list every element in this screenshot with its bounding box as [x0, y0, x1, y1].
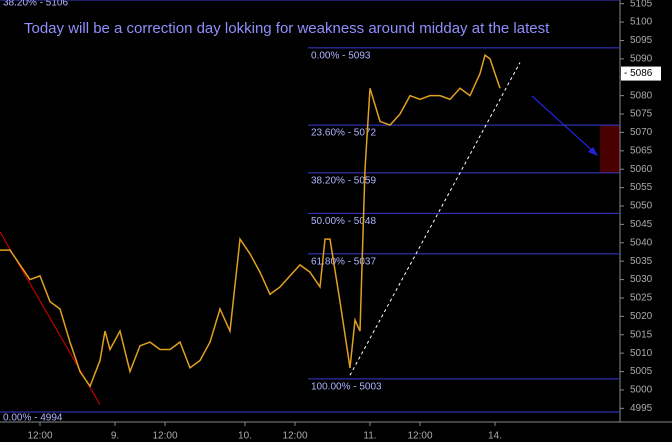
y-tick-label: 5045	[630, 219, 653, 230]
x-tick-label: 9.	[111, 431, 119, 442]
annotation: Today will be a correction day lokking f…	[24, 20, 550, 37]
y-tick-label: 5100	[630, 17, 653, 28]
target-zone	[600, 125, 620, 173]
y-tick-label: 5090	[630, 53, 653, 64]
x-tick-label: 14.	[488, 431, 502, 442]
y-tick-label: 5035	[630, 256, 653, 267]
y-tick-label: 5105	[630, 0, 653, 9]
y-tick-label: 5030	[630, 274, 653, 285]
y-tick-label: 5080	[630, 90, 653, 101]
x-tick-label: 11.	[363, 431, 376, 442]
fib-label: 0.00% - 5093	[311, 50, 371, 61]
y-tick-label: 5015	[630, 329, 653, 340]
y-tick-label: 5075	[630, 109, 653, 120]
last-price-label: - 5086	[624, 68, 653, 79]
fib-label: 61.80% - 5037	[311, 256, 376, 267]
fib-label: 0.00% - 4994	[3, 413, 63, 424]
y-tick-label: 5020	[630, 311, 653, 322]
trend-line	[349, 62, 521, 376]
last-price-box	[621, 66, 661, 81]
fib-label: 23.60% - 5072	[311, 128, 376, 139]
fib-label: 38.20% - 5106	[3, 0, 68, 9]
fib-label: 38.20% - 5059	[311, 176, 376, 187]
x-tick-label: 12:00	[407, 431, 432, 442]
y-tick-label: 5010	[630, 348, 653, 359]
y-tick-label: 5065	[630, 145, 653, 156]
fib-label: 50.00% - 5048	[311, 216, 376, 227]
x-tick-label: 10.	[238, 431, 252, 442]
y-tick-label: 5070	[630, 127, 653, 138]
x-tick-label: 12:00	[27, 431, 52, 442]
arrow-head	[588, 147, 598, 156]
y-tick-label: 4995	[630, 403, 653, 414]
y-tick-label: 5005	[630, 366, 653, 377]
fib-label: 100.00% - 5003	[311, 382, 382, 393]
y-tick-label: 5095	[630, 35, 653, 46]
y-tick-label: 5040	[630, 237, 653, 248]
y-tick-label: 5060	[630, 164, 653, 175]
y-tick-label: 5050	[630, 201, 653, 212]
x-tick-label: 12:00	[282, 431, 307, 442]
price-line	[0, 53, 501, 388]
y-tick-label: 5025	[630, 293, 653, 304]
y-tick-label: 5000	[630, 385, 653, 396]
x-tick-label: 12:00	[152, 431, 177, 442]
y-tick-label: 5055	[630, 182, 653, 193]
